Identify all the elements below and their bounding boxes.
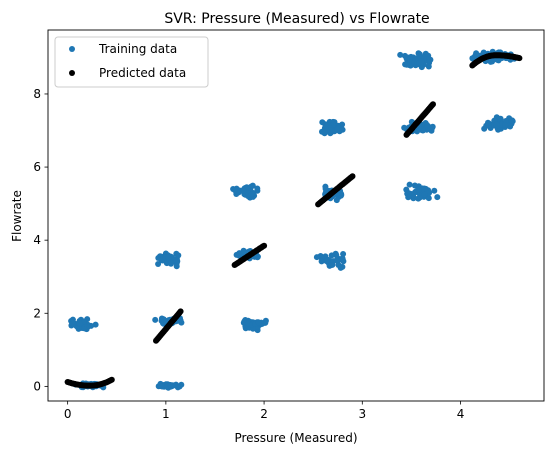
training-point bbox=[313, 254, 320, 261]
training-point bbox=[69, 316, 76, 323]
training-point bbox=[485, 119, 491, 126]
training-point bbox=[402, 61, 409, 68]
training-point bbox=[431, 187, 438, 194]
training-point bbox=[493, 121, 500, 128]
training-point bbox=[155, 261, 162, 267]
y-axis: 0 2 4 6 8 bbox=[33, 87, 48, 393]
training-point bbox=[159, 383, 165, 390]
training-point bbox=[333, 257, 340, 264]
training-point bbox=[323, 126, 330, 133]
training-point bbox=[333, 197, 340, 204]
training-point bbox=[175, 252, 182, 259]
legend-box bbox=[54, 36, 209, 88]
x-tick-label: 4 bbox=[457, 407, 465, 421]
training-point bbox=[339, 126, 346, 133]
training-point bbox=[160, 316, 167, 323]
y-tick-label: 8 bbox=[33, 87, 41, 101]
training-point bbox=[418, 58, 425, 65]
training-point bbox=[248, 191, 255, 198]
training-point bbox=[173, 263, 180, 270]
training-point bbox=[318, 258, 325, 265]
y-tick-label: 2 bbox=[33, 306, 41, 320]
training-point bbox=[333, 252, 340, 259]
training-point bbox=[406, 181, 413, 188]
predicted-point bbox=[177, 308, 184, 315]
x-tick-label: 2 bbox=[260, 407, 268, 421]
x-tick-label: 3 bbox=[358, 407, 366, 421]
training-point bbox=[401, 124, 408, 131]
x-axis-label: Pressure (Measured) bbox=[234, 431, 357, 445]
training-point bbox=[405, 194, 412, 201]
plot-area bbox=[47, 29, 545, 402]
training-point bbox=[165, 254, 172, 261]
training-point bbox=[415, 186, 422, 193]
predicted-point bbox=[108, 376, 115, 383]
training-point bbox=[328, 262, 335, 268]
legend-marker-predicted bbox=[69, 70, 75, 76]
training-point bbox=[81, 325, 88, 332]
training-point bbox=[434, 194, 441, 201]
training-point bbox=[340, 251, 347, 257]
data-points bbox=[64, 48, 523, 391]
training-point bbox=[240, 249, 247, 255]
legend-label-training: Training data bbox=[98, 42, 177, 56]
chart-title: SVR: Pressure (Measured) vs Flowrate bbox=[164, 11, 429, 27]
training-point bbox=[425, 63, 432, 70]
training-point bbox=[232, 187, 238, 194]
training-point bbox=[152, 316, 159, 323]
training-point bbox=[324, 257, 331, 264]
training-point bbox=[92, 321, 99, 328]
training-point bbox=[509, 118, 516, 125]
training-point bbox=[168, 260, 175, 266]
x-axis: 0 1 2 3 4 bbox=[64, 401, 465, 421]
training-point bbox=[337, 264, 344, 271]
training-point bbox=[339, 255, 346, 262]
training-point bbox=[397, 51, 404, 58]
training-point bbox=[76, 320, 83, 327]
training-point bbox=[69, 320, 76, 327]
training-point bbox=[255, 319, 262, 326]
predicted-point bbox=[261, 242, 268, 249]
legend-marker-training bbox=[69, 46, 75, 52]
x-tick-label: 0 bbox=[64, 407, 72, 421]
training-point bbox=[427, 56, 434, 63]
training-point bbox=[406, 56, 413, 63]
training-point bbox=[502, 122, 509, 128]
predicted-point bbox=[430, 101, 436, 108]
training-point bbox=[167, 382, 173, 388]
legend-label-predicted: Predicted data bbox=[99, 66, 186, 80]
training-point bbox=[334, 126, 341, 133]
training-point bbox=[240, 187, 247, 194]
predicted-point bbox=[349, 173, 356, 180]
training-point bbox=[328, 252, 335, 259]
training-point bbox=[319, 119, 326, 126]
training-point bbox=[240, 319, 247, 326]
training-point bbox=[414, 55, 421, 62]
training-point bbox=[254, 187, 261, 194]
training-point bbox=[429, 124, 436, 131]
y-tick-label: 4 bbox=[33, 233, 41, 247]
training-point bbox=[174, 384, 181, 391]
legend: Training data Predicted data bbox=[54, 36, 209, 88]
training-point bbox=[421, 191, 428, 198]
x-tick-label: 1 bbox=[162, 407, 170, 421]
predicted-point bbox=[516, 55, 523, 62]
y-tick-label: 6 bbox=[33, 160, 41, 174]
training-point bbox=[262, 317, 269, 324]
y-tick-label: 0 bbox=[33, 379, 41, 393]
y-axis-label: Flowrate bbox=[10, 190, 24, 242]
